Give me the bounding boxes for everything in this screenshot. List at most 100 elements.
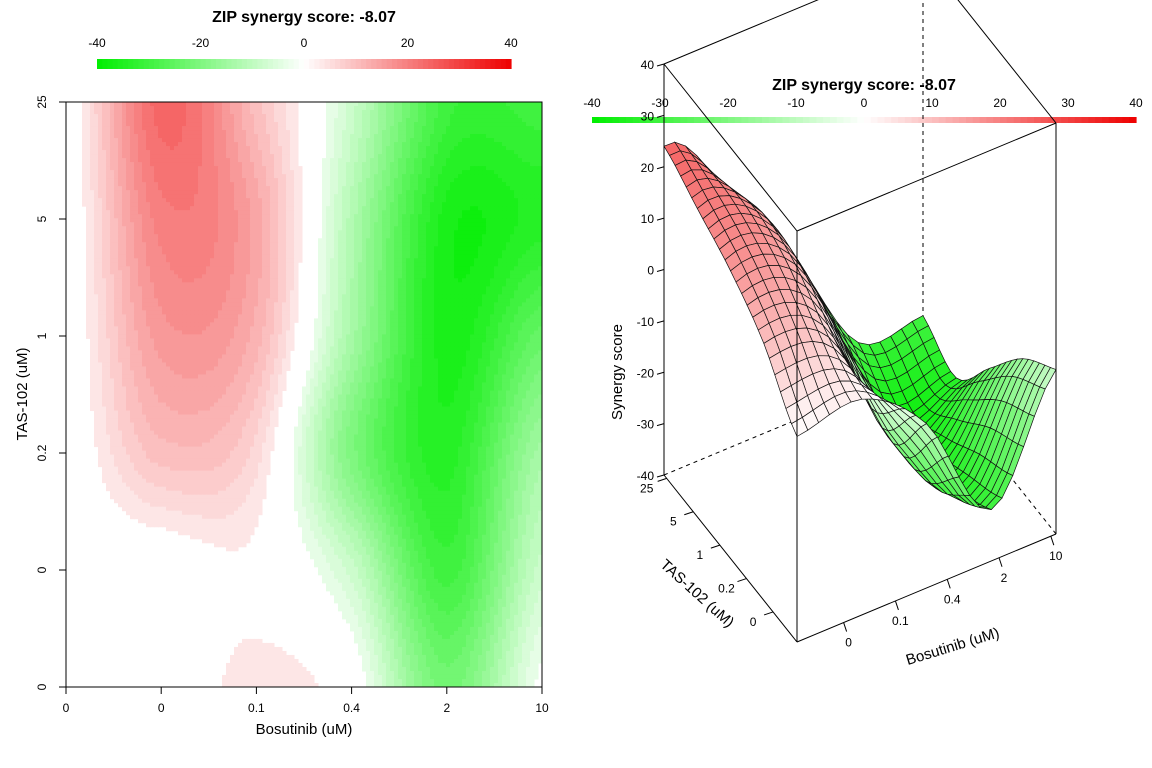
- heatmap-cell: [430, 182, 435, 187]
- heatmap-cell: [166, 230, 171, 235]
- heatmap-cell: [322, 258, 327, 263]
- heatmap-cell: [390, 114, 395, 119]
- heatmap-cell: [346, 182, 351, 187]
- heatmap-cell: [446, 274, 451, 279]
- heatmap-cell: [122, 150, 127, 155]
- heatmap-cell: [382, 238, 387, 243]
- heatmap-cell: [210, 194, 215, 199]
- heatmap-cell: [298, 242, 303, 247]
- heatmap-cell: [330, 190, 335, 195]
- heatmap-cell: [130, 190, 135, 195]
- heatmap-cell: [426, 238, 431, 243]
- heatmap-cell: [266, 182, 271, 187]
- heatmap-cell: [146, 126, 151, 131]
- heatmap-cell: [462, 266, 467, 271]
- heatmap-cell: [122, 254, 127, 259]
- heatmap-cell: [478, 178, 483, 183]
- heatmap-cell: [146, 174, 151, 179]
- heatmap-cell: [462, 198, 467, 203]
- heatmap-cell: [482, 238, 487, 243]
- heatmap-cell: [138, 190, 143, 195]
- heatmap-cell: [338, 222, 343, 227]
- heatmap-cell: [82, 194, 87, 199]
- heatmap-colorbar-segment: [329, 59, 336, 69]
- heatmap-cell: [470, 246, 475, 251]
- heatmap-cell: [438, 158, 443, 163]
- heatmap-cell: [98, 274, 103, 279]
- heatmap-cell: [502, 130, 507, 135]
- heatmap-cell: [514, 114, 519, 119]
- heatmap-cell: [382, 242, 387, 247]
- heatmap-cell: [534, 174, 539, 179]
- heatmap-cell: [266, 206, 271, 211]
- heatmap-cell: [214, 194, 219, 199]
- heatmap-cell: [390, 246, 395, 251]
- heatmap-cell: [238, 226, 243, 231]
- heatmap-cell: [258, 214, 263, 219]
- heatmap-cell: [322, 218, 327, 223]
- heatmap-cell: [182, 258, 187, 263]
- heatmap-colorbar-segment: [376, 59, 383, 69]
- heatmap-cell: [494, 150, 499, 155]
- heatmap-cell: [294, 242, 299, 247]
- heatmap-cell: [226, 110, 231, 115]
- heatmap-cell: [270, 226, 275, 231]
- heatmap-cell: [378, 178, 383, 183]
- heatmap-cell: [214, 114, 219, 119]
- heatmap-cell: [278, 126, 283, 131]
- heatmap-cell: [186, 254, 191, 259]
- heatmap-cell: [426, 226, 431, 231]
- heatmap-cell: [94, 218, 99, 223]
- heatmap-cell: [94, 186, 99, 191]
- heatmap-cell: [466, 266, 471, 271]
- heatmap-cell: [442, 278, 447, 283]
- heatmap-cell: [522, 150, 527, 155]
- heatmap-cell: [242, 126, 247, 131]
- heatmap-cell: [274, 102, 279, 107]
- heatmap-cell: [298, 198, 303, 203]
- heatmap-cell: [242, 114, 247, 119]
- heatmap-cell: [446, 106, 451, 111]
- heatmap-cell: [486, 242, 491, 247]
- heatmap-cell: [238, 194, 243, 199]
- heatmap-cell: [110, 246, 115, 251]
- heatmap-cell: [106, 218, 111, 223]
- heatmap-cell: [270, 274, 275, 279]
- heatmap-cell: [522, 130, 527, 135]
- heatmap-cell: [438, 254, 443, 259]
- heatmap-cell: [282, 178, 287, 183]
- heatmap-cell: [138, 238, 143, 243]
- heatmap-cell: [186, 158, 191, 163]
- heatmap-cell: [258, 150, 263, 155]
- heatmap-cell: [430, 242, 435, 247]
- heatmap-cell: [178, 138, 183, 143]
- heatmap-cell: [166, 178, 171, 183]
- heatmap-cell: [230, 102, 235, 107]
- heatmap-cell: [438, 278, 443, 283]
- heatmap-cell: [182, 230, 187, 235]
- heatmap-cell: [122, 258, 127, 263]
- heatmap-cell: [130, 270, 135, 275]
- heatmap-cell: [182, 178, 187, 183]
- heatmap-cell: [522, 238, 527, 243]
- heatmap-cell: [530, 150, 535, 155]
- heatmap-cell: [98, 250, 103, 255]
- heatmap-cell: [530, 194, 535, 199]
- heatmap-cell: [430, 118, 435, 123]
- heatmap-cell: [514, 258, 519, 263]
- heatmap-cell: [350, 126, 355, 131]
- heatmap-cell: [194, 118, 199, 123]
- heatmap-cell: [250, 158, 255, 163]
- heatmap-cell: [250, 234, 255, 239]
- heatmap-cell: [390, 218, 395, 223]
- heatmap-cell: [382, 202, 387, 207]
- heatmap-cell: [326, 262, 331, 267]
- heatmap-cell: [198, 126, 203, 131]
- heatmap-cell: [90, 258, 95, 263]
- heatmap-cell: [266, 214, 271, 219]
- heatmap-cell: [174, 154, 179, 159]
- heatmap-cell: [158, 102, 163, 107]
- heatmap-cell: [418, 110, 423, 115]
- heatmap-cell: [526, 254, 531, 259]
- heatmap-cell: [298, 186, 303, 191]
